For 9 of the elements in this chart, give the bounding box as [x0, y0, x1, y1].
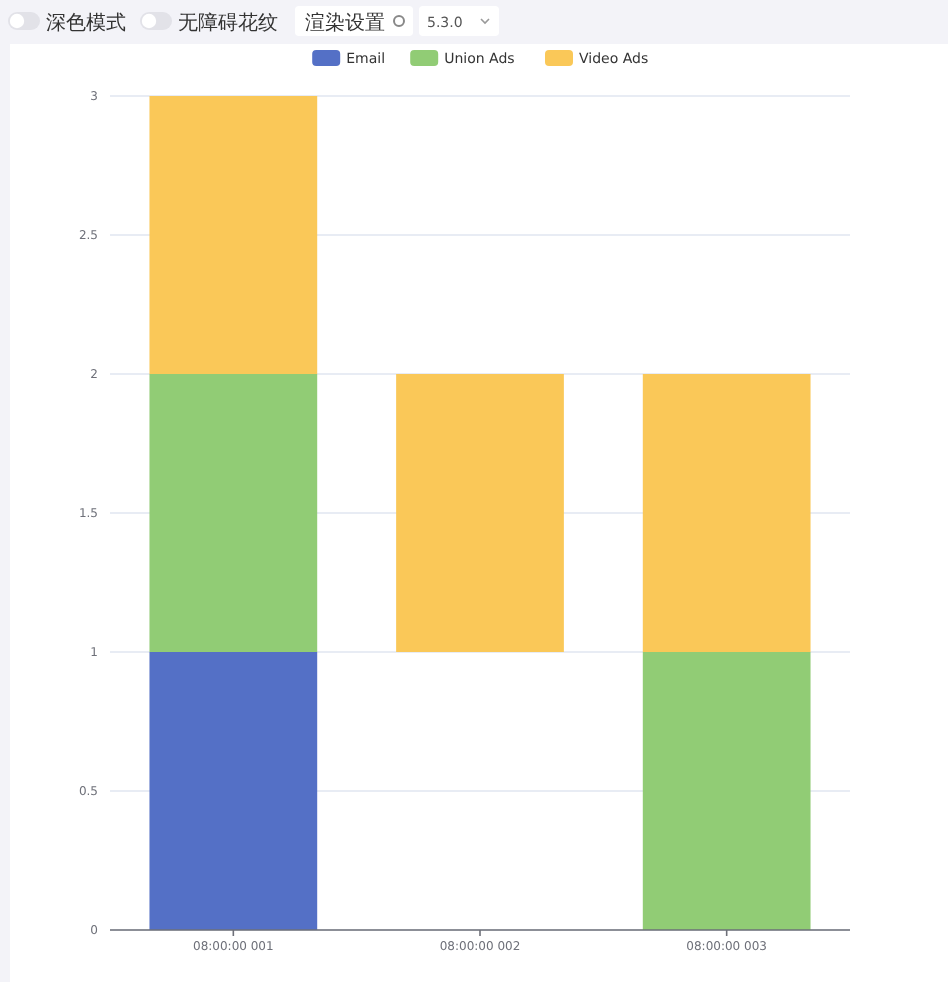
bar: [149, 96, 318, 374]
bar: [149, 374, 318, 652]
text: 无障碍花纹: [178, 11, 278, 35]
bar: [149, 652, 318, 930]
bar: [396, 374, 564, 652]
bar: [642, 374, 811, 652]
text: 深色模式: [46, 11, 126, 35]
text: 渲染设置: [305, 11, 385, 35]
bar: [642, 652, 811, 930]
